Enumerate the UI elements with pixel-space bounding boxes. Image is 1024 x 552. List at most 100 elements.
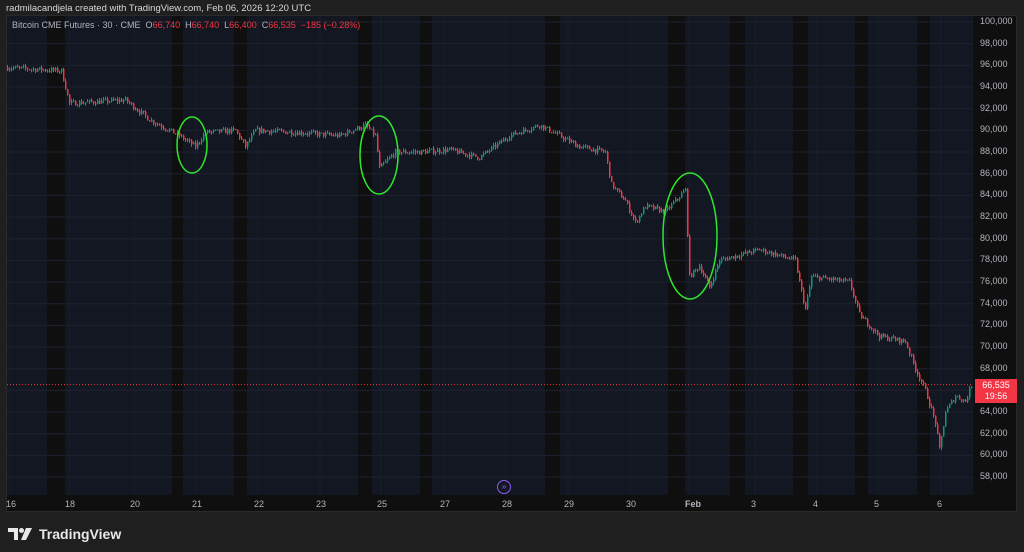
candle-body <box>41 67 43 71</box>
candle-body <box>889 339 891 341</box>
candle-body <box>555 132 557 134</box>
candle-body <box>505 139 507 141</box>
candle-body <box>475 154 477 157</box>
candle-body <box>787 257 789 259</box>
candle-body <box>11 68 13 70</box>
candle-body <box>569 138 571 143</box>
candle-body <box>671 203 673 209</box>
candle-body <box>113 98 115 101</box>
candle-body <box>497 143 499 148</box>
candle-body <box>833 277 835 281</box>
candle-body <box>547 126 549 128</box>
off-session-band <box>172 16 183 495</box>
candle-body <box>831 277 833 280</box>
candle-body <box>675 198 677 202</box>
candle-body <box>437 149 439 153</box>
candle-body <box>791 256 793 259</box>
time-tick-label: 6 <box>937 499 943 509</box>
candle-body <box>639 215 641 222</box>
candle-body <box>769 251 771 254</box>
symbol-name[interactable]: Bitcoin CME Futures · 30 · CME <box>12 20 141 30</box>
scroll-to-realtime-button[interactable]: » <box>497 480 511 494</box>
candle-body <box>811 276 813 287</box>
candle-body <box>719 261 721 266</box>
candle-body <box>531 129 533 132</box>
candle-body <box>167 130 169 132</box>
candle-body <box>187 139 189 141</box>
price-tick-label: 96,000 <box>980 59 1008 70</box>
candle-body <box>955 396 957 402</box>
candle-body <box>887 335 889 341</box>
candle-body <box>81 101 83 104</box>
candle-body <box>143 110 145 113</box>
candle-body <box>115 99 117 101</box>
brand-name: TradingView <box>39 526 122 542</box>
candle-body <box>65 81 67 90</box>
candle-body <box>871 328 873 330</box>
candle-body <box>203 134 205 141</box>
candle-body <box>241 138 243 140</box>
candle-body <box>761 250 763 252</box>
candle-body <box>337 134 339 137</box>
candle-body <box>47 70 49 72</box>
candle-body <box>267 130 269 132</box>
candle-body <box>609 161 611 177</box>
candle-body <box>533 126 535 130</box>
candle-body <box>829 278 831 280</box>
candle-body <box>289 131 291 133</box>
candle-body <box>9 69 11 71</box>
candle-body <box>699 266 701 270</box>
time-tick-label: 21 <box>192 499 203 509</box>
price-tick-label: 94,000 <box>980 81 1008 91</box>
candle-body <box>717 265 719 270</box>
candle-body <box>49 70 51 72</box>
candle-body <box>211 131 213 133</box>
candle-body <box>953 400 955 402</box>
candle-body <box>443 148 445 153</box>
candle-body <box>13 67 15 69</box>
candle-body <box>669 207 671 209</box>
candle-body <box>461 149 463 154</box>
candle-body <box>905 341 907 343</box>
candle-body <box>961 399 963 402</box>
candle-body <box>179 132 181 137</box>
candle-body <box>395 149 397 157</box>
candle-body <box>725 258 727 260</box>
price-tick-label: 76,000 <box>980 276 1008 287</box>
candle-body <box>745 251 747 254</box>
candle-body <box>751 252 753 254</box>
time-tick-label: 25 <box>377 499 388 509</box>
candle-body <box>69 94 71 103</box>
candle-body <box>773 252 775 256</box>
off-session-band <box>545 16 560 495</box>
candle-body <box>193 142 195 145</box>
candle-body <box>23 66 25 68</box>
off-session-band <box>793 16 808 495</box>
candle-body <box>311 131 313 133</box>
candle-body <box>53 68 55 71</box>
candle-body <box>287 132 289 134</box>
candle-body <box>71 101 73 103</box>
candle-body <box>965 399 967 402</box>
candle-body <box>105 98 107 100</box>
candle-body <box>229 129 231 133</box>
candle-body <box>305 133 307 135</box>
candle-body <box>571 140 573 143</box>
time-tick-label: 22 <box>254 499 265 509</box>
candle-body <box>155 123 157 125</box>
candle-body <box>421 150 423 155</box>
candle-body <box>133 103 135 110</box>
candle-body <box>501 140 503 142</box>
candle-body <box>713 279 715 283</box>
off-session-band <box>668 16 685 495</box>
candle-body <box>709 281 711 288</box>
candle-body <box>39 67 41 70</box>
candle-body <box>957 396 959 398</box>
candle-body <box>281 129 283 131</box>
candle-body <box>951 400 953 405</box>
candle-body <box>357 126 359 130</box>
candle-body <box>7 67 9 71</box>
off-session-band <box>855 16 868 495</box>
candle-body <box>867 319 869 326</box>
